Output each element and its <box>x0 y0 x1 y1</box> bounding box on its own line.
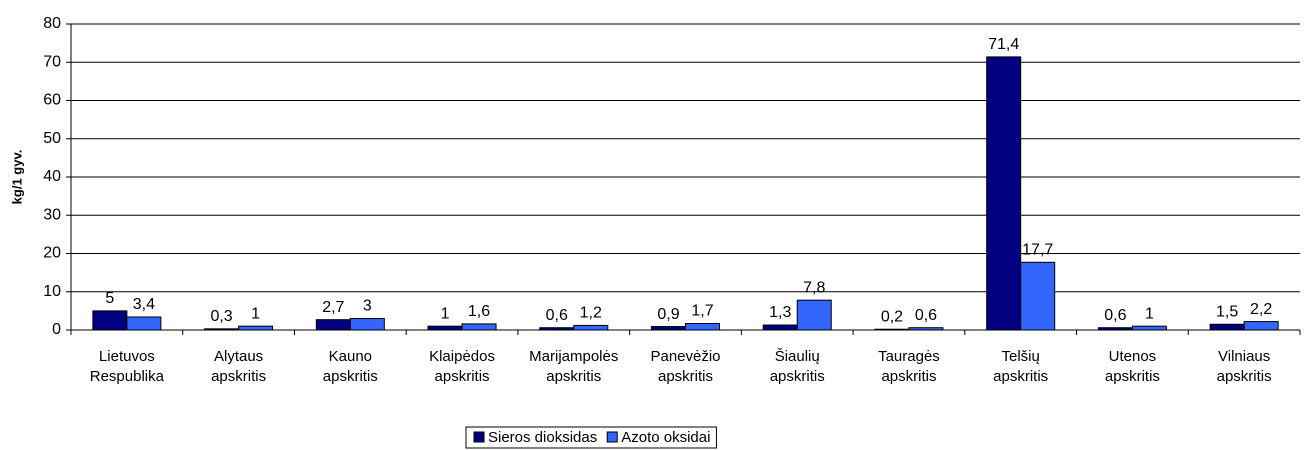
x-tick-label: Klaipėdos <box>429 348 495 365</box>
data-label: 71,4 <box>988 36 1019 53</box>
bar <box>315 319 351 331</box>
x-tick-label: apskritis <box>546 368 601 385</box>
bar <box>349 318 385 331</box>
data-label: 0,6 <box>1104 307 1126 324</box>
y-tick-label: 80 <box>43 15 61 32</box>
x-tick-label: Utenos <box>1109 348 1157 365</box>
x-tick-label: Telšių <box>1002 348 1040 365</box>
x-tick-label: apskritis <box>323 368 378 385</box>
data-label: 2,2 <box>1250 301 1272 318</box>
y-tick-label: 10 <box>43 283 61 300</box>
x-tick-label: apskritis <box>211 368 266 385</box>
bar <box>1209 323 1245 331</box>
y-tick-label: 50 <box>43 130 61 147</box>
x-tick-label: apskritis <box>1105 368 1160 385</box>
legend-label: Azoto oksidai <box>621 429 710 446</box>
bar <box>92 310 128 331</box>
bar <box>685 322 720 331</box>
y-tick-label: 20 <box>43 245 61 262</box>
x-tick-label: Vilniaus <box>1218 348 1270 365</box>
x-tick-label: apskritis <box>993 368 1048 385</box>
data-label: 3 <box>363 298 372 315</box>
legend-label: Sieros dioksidas <box>488 429 597 446</box>
bar <box>986 56 1022 331</box>
y-tick-label: 60 <box>43 92 61 109</box>
legend-swatch <box>473 431 485 443</box>
data-label: 0,6 <box>546 307 568 324</box>
x-tick-label: apskritis <box>1217 368 1272 385</box>
bar <box>1243 321 1279 331</box>
y-tick-label: 40 <box>43 168 61 185</box>
data-label: 2,7 <box>322 299 344 316</box>
x-tick-label: Marijampolės <box>529 348 618 365</box>
y-tick-label: 70 <box>43 53 61 70</box>
data-label: 1 <box>441 305 450 322</box>
bar <box>796 299 832 331</box>
data-label: 1 <box>251 305 260 322</box>
legend-swatch <box>606 431 618 443</box>
bar <box>126 316 162 331</box>
data-label: 1 <box>1145 305 1154 322</box>
data-label: 0,9 <box>657 306 679 323</box>
x-tick-label: Šiaulių <box>775 348 820 365</box>
x-tick-label: Alytaus <box>214 348 263 365</box>
data-label: 1,7 <box>691 303 713 320</box>
bar <box>651 326 686 331</box>
x-tick-label: Respublika <box>90 368 165 385</box>
bar <box>762 324 798 331</box>
data-label: 17,7 <box>1022 242 1053 259</box>
x-tick-label: apskritis <box>658 368 713 385</box>
bar <box>238 325 274 331</box>
data-label: 1,5 <box>1216 303 1238 320</box>
bar <box>1020 261 1056 331</box>
bar <box>573 324 609 331</box>
x-tick-label: apskritis <box>881 368 936 385</box>
data-label: 0,2 <box>881 308 903 325</box>
x-tick-label: Tauragės <box>878 348 940 365</box>
x-tick-label: Kauno <box>329 348 372 365</box>
y-tick-label: 0 <box>52 321 61 338</box>
x-tick-label: apskritis <box>435 368 490 385</box>
data-label: 7,8 <box>803 279 825 296</box>
legend-box <box>465 426 717 449</box>
data-label: 3,4 <box>133 296 155 313</box>
data-label: 1,3 <box>769 304 791 321</box>
data-label: 0,6 <box>915 307 937 324</box>
data-label: 1,6 <box>468 303 490 320</box>
data-label: 0,3 <box>210 308 232 325</box>
x-tick-label: apskritis <box>770 368 825 385</box>
x-tick-label: Panevėžio <box>650 348 720 365</box>
y-axis-label: kg/1 gyv. <box>9 150 24 205</box>
data-label: 1,2 <box>580 305 602 322</box>
y-tick-label: 30 <box>43 206 61 223</box>
x-tick-label: Lietuvos <box>99 348 155 365</box>
data-label: 5 <box>105 290 114 307</box>
bar <box>427 325 463 331</box>
bar <box>461 323 497 331</box>
bar <box>1131 325 1167 331</box>
